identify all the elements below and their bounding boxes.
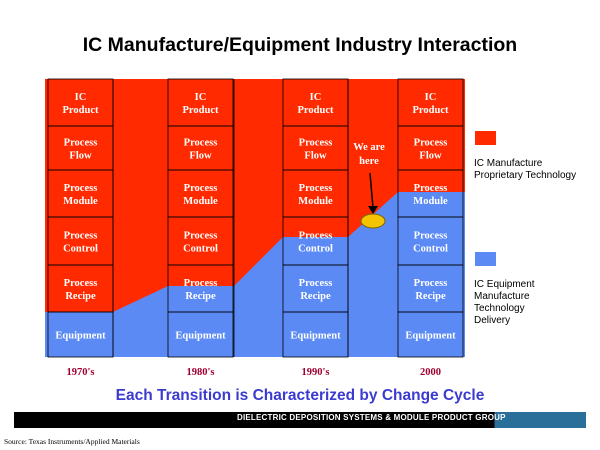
cell-box xyxy=(397,311,464,358)
cell-label: Process Recipe xyxy=(414,278,448,302)
cell-label: Process Control xyxy=(413,231,448,255)
cell-label: Process Flow xyxy=(64,138,98,162)
callout-label: We are here xyxy=(353,142,385,167)
slide-title: IC Manufacture/Equipment Industry Intera… xyxy=(82,34,518,56)
cell-label: Process Flow xyxy=(414,138,448,162)
cell-box xyxy=(167,311,234,358)
cell-label: IC Product xyxy=(183,92,219,116)
cell-label: Process Control xyxy=(183,231,218,255)
legend-label-manufacture: IC Manufacture Proprietary Technology xyxy=(474,158,576,181)
callout-arrowhead xyxy=(368,206,378,214)
cell-label: Process Recipe xyxy=(64,278,98,302)
blue-region xyxy=(45,192,465,357)
cell-label: IC Product xyxy=(63,92,99,116)
cell-label: Process Module xyxy=(298,183,333,207)
decade-label: 1990's xyxy=(301,367,329,378)
cell-label: Process Module xyxy=(63,183,98,207)
cell-label: Equipment xyxy=(290,331,341,342)
cell-label: Process Control xyxy=(298,231,333,255)
subtitle: Each Transition is Characterized by Chan… xyxy=(115,387,485,404)
footer-bar xyxy=(14,412,586,428)
callout-arrow xyxy=(369,172,374,209)
cell-label: Process Recipe xyxy=(184,278,218,302)
cell-label: Process Control xyxy=(63,231,98,255)
legend-blue-swatch xyxy=(475,252,496,266)
cell-label: Equipment xyxy=(405,331,456,342)
cell-label: Process Module xyxy=(183,183,218,207)
source-citation: Source: Texas Instruments/Applied Materi… xyxy=(4,437,140,446)
cell-label: Process Flow xyxy=(184,138,218,162)
cell-label: IC Product xyxy=(298,92,334,116)
decade-label: 2000 xyxy=(420,367,441,378)
decade-label: 1970's xyxy=(66,367,94,378)
footer-group-name: DIELECTRIC DEPOSITION SYSTEMS & MODULE P… xyxy=(237,413,506,422)
cell-label: Equipment xyxy=(175,331,226,342)
cell-label: Process Recipe xyxy=(299,278,333,302)
cell-label: Process Module xyxy=(413,183,448,207)
legend-label-equipment: IC Equipment Manufacture Technology Deliver… xyxy=(474,279,535,326)
legend-red-swatch xyxy=(475,131,496,145)
cell-label: IC Product xyxy=(413,92,449,116)
decade-label: 1980's xyxy=(186,367,214,378)
we-are-here-marker xyxy=(360,213,386,229)
cell-label: Process Flow xyxy=(299,138,333,162)
cell-label: Equipment xyxy=(55,331,106,342)
